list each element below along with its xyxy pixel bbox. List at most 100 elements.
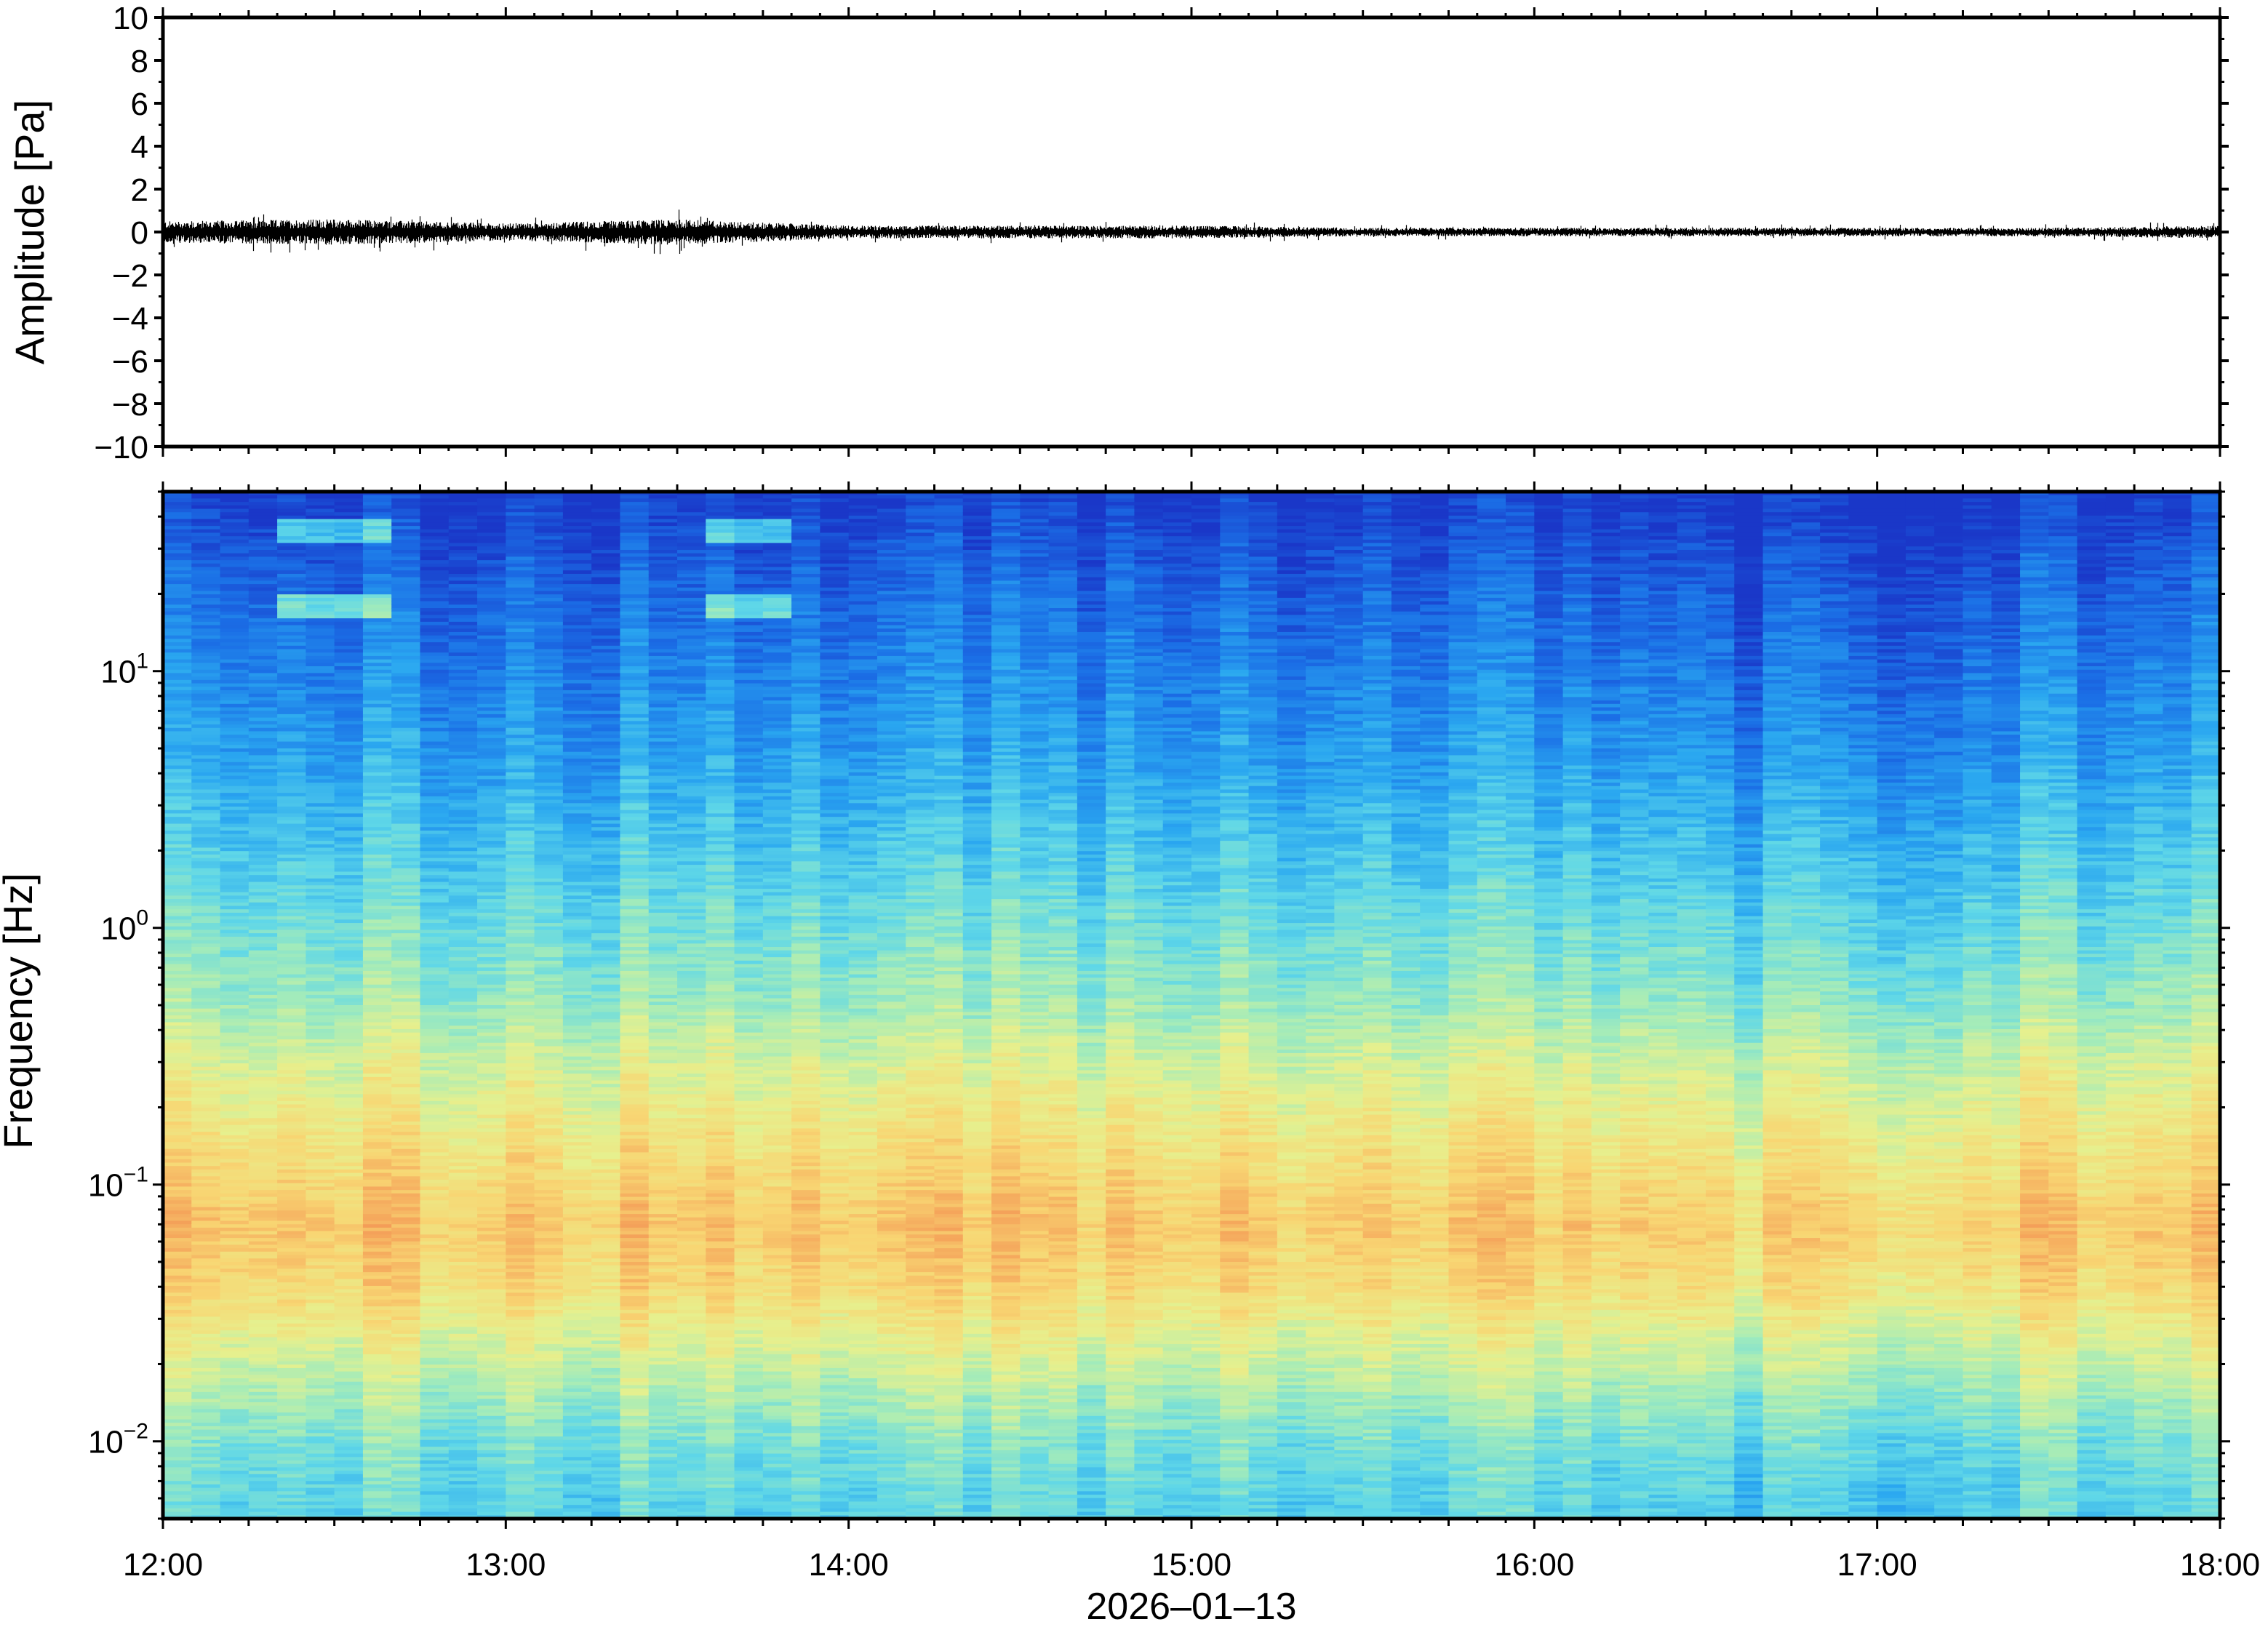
spectrogram-cell xyxy=(220,1303,249,1306)
spectrogram-cell xyxy=(449,745,478,748)
spectrogram-cell xyxy=(363,628,392,632)
spectrogram-cell xyxy=(391,604,420,608)
spectrogram-cell xyxy=(220,1292,249,1296)
spectrogram-cell xyxy=(535,516,564,519)
spectrogram-cell xyxy=(306,1501,335,1505)
spectrogram-cell xyxy=(277,1372,306,1375)
spectrogram-cell xyxy=(477,1180,506,1183)
spectrogram-cell xyxy=(420,1142,450,1146)
spectrogram-cell xyxy=(563,1324,592,1327)
spectrogram-cell xyxy=(535,656,564,660)
spectrogram-cell xyxy=(506,1176,535,1180)
spectrogram-cell xyxy=(591,793,620,796)
spectrogram-cell xyxy=(277,632,306,636)
spectrogram-cell xyxy=(563,1156,592,1159)
spectrogram-cell xyxy=(306,752,335,756)
spectrogram-cell xyxy=(220,543,249,547)
spectrogram-cell xyxy=(163,543,192,547)
spectrogram-cell xyxy=(335,971,364,975)
spectrogram-cell xyxy=(249,807,278,810)
spectrogram-cell xyxy=(191,1382,220,1386)
spectrogram-cell xyxy=(163,584,192,588)
spectrogram-cell xyxy=(506,574,535,577)
spectrogram-cell xyxy=(563,1063,592,1067)
spectrogram-cell xyxy=(535,988,564,991)
spectrogram-cell xyxy=(449,1244,478,1248)
spectrogram-cell xyxy=(391,772,420,776)
spectrogram-cell xyxy=(335,1115,364,1119)
spectrogram-cell xyxy=(506,789,535,793)
spectrogram-cell xyxy=(306,556,335,560)
spectrogram-cell xyxy=(335,1320,364,1324)
spectrogram-cell xyxy=(191,1474,220,1478)
spectrogram-cell xyxy=(477,1450,506,1454)
spectrogram-cell xyxy=(591,1412,620,1416)
spectrogram-cell xyxy=(335,933,364,937)
spectrogram-cell xyxy=(563,1207,592,1211)
spectrogram-cell xyxy=(363,1122,392,1125)
spectrogram-cell xyxy=(591,1420,620,1423)
spectrogram-cell xyxy=(535,1508,564,1512)
spectrogram-cell xyxy=(363,1420,392,1423)
spectrogram-cell xyxy=(449,1364,478,1368)
spectrogram-cell xyxy=(163,1498,192,1502)
spectrogram-cell xyxy=(277,1224,306,1228)
spectrogram-cell xyxy=(477,933,506,937)
spectrogram-cell xyxy=(449,1372,478,1375)
spectrogram-cell xyxy=(591,1296,620,1300)
spectrogram-cell xyxy=(391,608,420,612)
spectrogram-cell xyxy=(506,803,535,807)
spectrogram-cell xyxy=(449,714,478,718)
spectrogram-cell xyxy=(563,1255,592,1259)
spectrogram-cell xyxy=(163,1412,192,1416)
spectrogram-cell xyxy=(363,676,392,680)
spectrogram-cell xyxy=(477,612,506,615)
spectrogram-cell xyxy=(363,937,392,940)
spectrogram-cell xyxy=(535,1282,564,1286)
spectrogram-cell xyxy=(335,666,364,670)
spectrogram-cell xyxy=(477,580,506,584)
spectrogram-cell xyxy=(277,684,306,687)
spectrogram-cell xyxy=(506,1334,535,1338)
spectrogram-cell xyxy=(506,656,535,660)
spectrogram-cell xyxy=(420,981,450,985)
spectrogram-cell xyxy=(249,1149,278,1153)
spectrogram-cell xyxy=(591,947,620,951)
spectrogram-cell xyxy=(277,636,306,639)
spectrogram-cell xyxy=(420,1156,450,1159)
spectrogram-cell xyxy=(477,735,506,738)
spectrogram-cell xyxy=(506,536,535,540)
spectrogram-cell xyxy=(591,1392,620,1396)
spectrogram-cell xyxy=(163,1231,192,1235)
spectrogram-cell xyxy=(277,618,306,622)
spectrogram-cell xyxy=(249,1447,278,1450)
spectrogram-cell xyxy=(477,1142,506,1146)
spectrogram-cell xyxy=(420,1375,450,1378)
spectrogram-cell xyxy=(535,1464,564,1468)
spectrogram-cell xyxy=(535,540,564,543)
spectrogram-cell xyxy=(220,556,249,560)
spectrogram-cell xyxy=(249,1279,278,1283)
spectrogram-cell xyxy=(191,1303,220,1306)
spectrogram-cell xyxy=(535,943,564,947)
spectrogram-cell xyxy=(191,1002,220,1005)
spectrogram-cell xyxy=(249,574,278,577)
spectrogram-cell xyxy=(306,885,335,889)
spectrogram-cell xyxy=(591,1262,620,1266)
spectrogram-cell xyxy=(277,1292,306,1296)
spectrogram-cell xyxy=(249,1382,278,1386)
spectrogram-cell xyxy=(591,509,620,513)
spectrogram-cell xyxy=(220,1344,249,1348)
spectrogram-cell xyxy=(477,502,506,505)
spectrogram-cell xyxy=(391,971,420,975)
spectrogram-cell xyxy=(163,529,192,533)
spectrogram-cell xyxy=(563,553,592,557)
spectrogram-cell xyxy=(335,1238,364,1242)
spectrogram-cell xyxy=(477,762,506,766)
spectrogram-cell xyxy=(391,769,420,772)
spectrogram-cell xyxy=(535,1149,564,1153)
spectrogram-cell xyxy=(191,1354,220,1358)
spectrogram-cell xyxy=(563,1026,592,1029)
spectrogram-cell xyxy=(420,1396,450,1399)
spectrogram-cell xyxy=(391,1118,420,1122)
